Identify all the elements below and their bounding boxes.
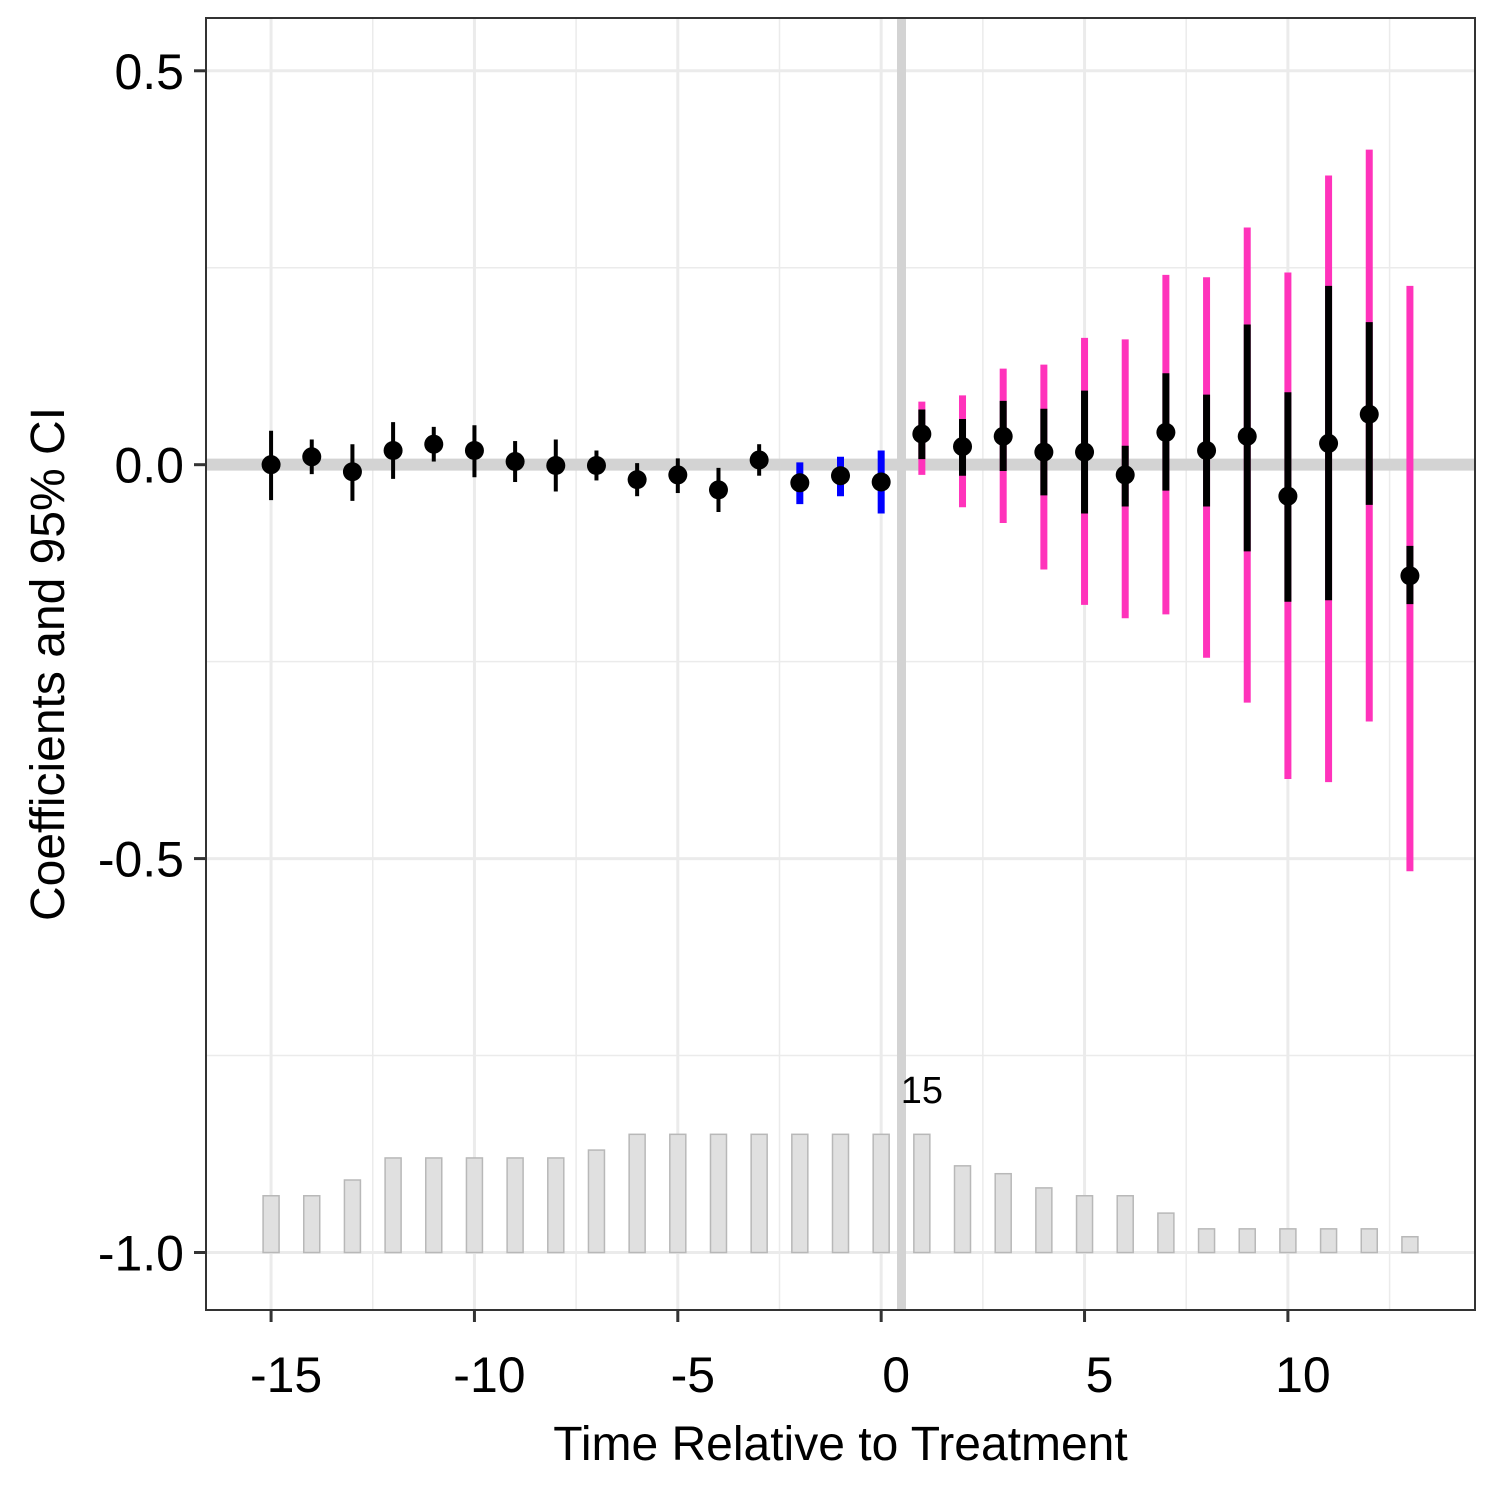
count-bar: [425, 1157, 443, 1254]
panel-border: [205, 17, 1476, 1311]
coefficient-point: [261, 455, 281, 475]
count-bar: [750, 1133, 768, 1254]
count-bar: [913, 1133, 931, 1254]
coefficient-point: [1400, 566, 1420, 586]
x-tick-label: -10: [453, 1347, 525, 1403]
count-bar: [547, 1157, 565, 1254]
count-bar: [1075, 1195, 1094, 1254]
coefficient-points: [261, 404, 1420, 586]
count-bar: [1035, 1187, 1053, 1254]
coefficient-point: [586, 455, 606, 475]
coefficient-point: [1197, 441, 1217, 461]
y-tick-label: -0.5: [98, 832, 184, 888]
coefficient-point: [1319, 433, 1339, 453]
count-bar: [1319, 1228, 1338, 1254]
count-bar: [994, 1172, 1012, 1254]
coefficient-point: [1156, 422, 1176, 442]
coefficient-point: [302, 447, 322, 467]
count-bar: [303, 1195, 321, 1254]
coefficient-point: [424, 434, 444, 454]
count-bar: [872, 1133, 890, 1254]
count-bar: [1197, 1228, 1216, 1254]
count-bar: [587, 1149, 606, 1254]
x-tick-label: 0: [882, 1347, 910, 1403]
coefficient-point: [790, 473, 810, 493]
coefficient-point: [1075, 442, 1095, 462]
coefficient-point: [627, 470, 647, 490]
y-axis-title: Coefficients and 95% CI: [22, 407, 75, 921]
count-bar: [1238, 1228, 1256, 1254]
count-bar: [669, 1133, 687, 1254]
coefficient-point: [383, 441, 403, 461]
coefficient-point: [668, 465, 688, 485]
x-tick-label: 10: [1275, 1347, 1331, 1403]
coefficient-point: [912, 424, 932, 444]
coefficient-point: [708, 480, 728, 500]
coefficient-point: [342, 462, 362, 482]
count-bar: [1360, 1228, 1378, 1254]
coefficient-point: [1115, 465, 1135, 485]
count-bar: [709, 1133, 728, 1254]
count-bar: [506, 1157, 524, 1254]
coefficient-point: [993, 426, 1013, 446]
count-annotation: 15: [901, 1070, 943, 1112]
y-tick-label: -1.0: [98, 1225, 184, 1281]
coefficient-point: [1359, 404, 1379, 424]
count-bar: [953, 1165, 972, 1254]
coefficient-point: [505, 452, 525, 472]
x-axis-title: Time Relative to Treatment: [553, 1418, 1127, 1471]
coefficient-point: [831, 466, 850, 486]
y-axis-ticks: 0.5 0.0 -0.5 -1.0: [98, 44, 206, 1281]
coefficient-point: [1034, 442, 1054, 462]
count-bar: [1157, 1212, 1175, 1254]
count-bar: [1116, 1195, 1134, 1254]
x-axis-ticks: -15 -10 -5 0 5 10: [250, 1310, 1331, 1403]
coefficient-point: [546, 455, 566, 475]
x-tick-label: -15: [250, 1347, 322, 1403]
count-bar: [1279, 1228, 1297, 1254]
count-bar: [262, 1195, 280, 1254]
count-bars: [262, 1133, 1419, 1254]
count-bar: [831, 1133, 850, 1254]
y-tick-label: 0.0: [114, 438, 184, 494]
x-tick-label: 5: [1086, 1347, 1114, 1403]
coefficient-point: [953, 437, 973, 457]
count-bar: [1401, 1235, 1419, 1254]
count-bar: [791, 1133, 809, 1254]
count-bar: [465, 1157, 484, 1254]
x-tick-label: -5: [671, 1347, 715, 1403]
count-bar: [343, 1179, 362, 1254]
coefficient-point: [871, 472, 891, 492]
coefficient-point: [1278, 486, 1298, 506]
count-bar: [628, 1133, 646, 1254]
coefficient-point: [1237, 426, 1257, 446]
coefficient-point: [464, 441, 484, 461]
y-tick-label: 0.5: [114, 44, 184, 100]
coefficient-point: [749, 450, 769, 470]
count-bar: [384, 1157, 402, 1254]
